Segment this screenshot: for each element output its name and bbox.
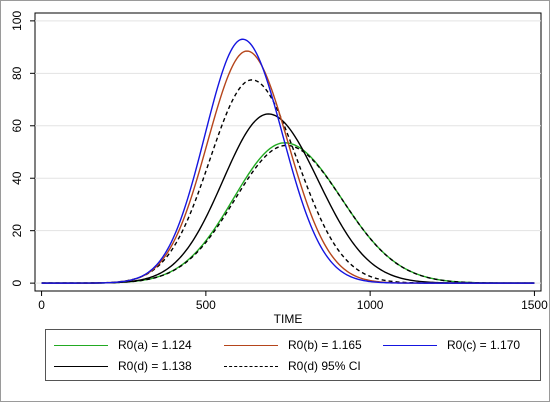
series-layer [41, 38, 535, 284]
legend-swatch-r0a [54, 344, 108, 346]
legend-swatch-r0d-ci [224, 365, 278, 367]
y-tick-label-80: 80 [10, 66, 24, 80]
legend-swatch-r0d [54, 365, 108, 367]
legend-item-r0a: R0(a) = 1.124 [54, 338, 192, 352]
x-axis-label: TIME [274, 312, 303, 326]
y-tick-label-0: 0 [10, 279, 24, 286]
y-tick-label-100: 100 [10, 11, 24, 31]
series-r0-c-1-170-line [41, 38, 535, 284]
legend-item-r0d: R0(d) = 1.138 [54, 359, 192, 373]
x-tick-label-1500: 1500 [521, 298, 548, 312]
legend-swatch-r0c [383, 344, 437, 346]
y-tick-label-20: 20 [10, 224, 24, 238]
legend-label-r0d-ci: R0(d) 95% CI [288, 359, 361, 373]
legend-label-r0b: R0(b) = 1.165 [288, 338, 362, 352]
legend-label-r0a: R0(a) = 1.124 [118, 338, 192, 352]
legend-item-r0b: R0(b) = 1.165 [224, 338, 362, 352]
legend-item-r0c: R0(c) = 1.170 [383, 338, 520, 352]
legend: R0(a) = 1.124 R0(b) = 1.165 R0(c) = 1.17… [45, 329, 541, 381]
y-tick-label-60: 60 [10, 119, 24, 133]
y-tick-label-40: 40 [10, 171, 24, 185]
legend-label-r0c: R0(c) = 1.170 [447, 338, 521, 352]
x-tick-label-0: 0 [38, 298, 45, 312]
legend-label-r0d: R0(d) = 1.138 [118, 359, 192, 373]
legend-item-r0d-ci: R0(d) 95% CI [224, 359, 361, 373]
x-tick-label-500: 500 [196, 298, 216, 312]
x-tick-label-1000: 1000 [357, 298, 384, 312]
legend-swatch-r0b [224, 344, 278, 346]
